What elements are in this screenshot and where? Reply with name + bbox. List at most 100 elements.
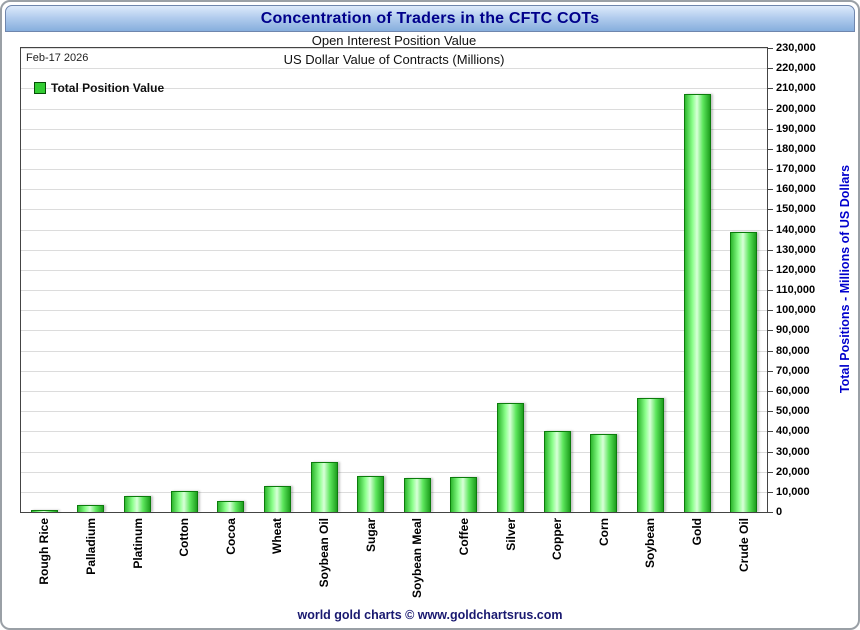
x-axis-label: Coffee: [456, 518, 471, 556]
plot-area: Feb-17 2026 US Dollar Value of Contracts…: [20, 47, 768, 513]
y-axis-tick: [768, 48, 773, 49]
gridline: [21, 169, 767, 170]
y-axis-label: 200,000: [776, 102, 816, 115]
y-axis-label: 190,000: [776, 122, 816, 135]
chart-titlebar: Concentration of Traders in the CFTC COT…: [5, 5, 855, 32]
gridline: [21, 391, 767, 392]
y-axis-tick: [768, 330, 773, 332]
bar: [217, 500, 245, 512]
y-axis-label: 60,000: [776, 385, 810, 397]
y-axis-tick: [768, 350, 773, 352]
legend-label: Total Position Value: [51, 81, 165, 95]
gridline: [21, 128, 767, 130]
gridline: [21, 88, 767, 90]
x-axis-label: Gold: [690, 518, 705, 546]
gridline: [21, 48, 767, 49]
gridline: [21, 108, 767, 110]
gridline: [21, 209, 767, 211]
x-axis-label: Corn: [596, 518, 611, 546]
bar: [124, 495, 152, 512]
y-axis-tick: [768, 229, 773, 231]
x-axis-label: Soybean Oil: [317, 518, 332, 588]
date-label: Feb-17 2026: [26, 52, 89, 64]
y-axis-tick: [768, 88, 773, 90]
gridline: [21, 411, 767, 413]
y-axis-tick: [768, 310, 773, 312]
gridline: [21, 148, 767, 150]
y-axis-tick: [768, 249, 773, 251]
y-axis-label: 230,000: [776, 42, 816, 54]
bar: [357, 475, 385, 512]
y-axis-label: 170,000: [776, 163, 816, 175]
gridline: [21, 330, 767, 332]
y-axis-tick: [768, 68, 773, 70]
legend-swatch-icon: [34, 82, 46, 94]
gridline: [21, 431, 767, 433]
x-axis-label: Palladium: [83, 518, 98, 575]
gridline: [21, 451, 767, 453]
y-axis-label: 180,000: [776, 142, 816, 155]
x-axis-label: Soybean Meal: [410, 518, 425, 599]
bar: [543, 431, 571, 512]
x-axis-label: Cotton: [177, 518, 192, 557]
gridline: [21, 491, 767, 493]
x-axis-label: Sugar: [363, 518, 378, 553]
y-axis-tick: [768, 108, 773, 110]
y-axis-label: 100,000: [776, 304, 816, 317]
y-axis-tick: [768, 451, 773, 453]
y-axis-label: 80,000: [776, 344, 810, 357]
bar: [170, 490, 198, 512]
y-axis-tick: [768, 269, 773, 271]
chart-subtitle: Open Interest Position Value: [311, 33, 477, 48]
gridline: [21, 370, 767, 372]
gridline: [21, 290, 767, 292]
plot-title: US Dollar Value of Contracts (Millions): [283, 52, 505, 67]
x-axis-label: Crude Oil: [736, 518, 751, 573]
y-axis-tick: [768, 290, 773, 292]
y-axis-label: 30,000: [776, 445, 810, 458]
y-axis-tick: [768, 189, 773, 191]
y-axis-label: 130,000: [776, 243, 816, 256]
gridline: [21, 189, 767, 191]
y-axis-tick: [768, 128, 773, 130]
bar: [310, 461, 338, 512]
y-axis-title: Total Positions - Millions of US Dollars: [838, 164, 852, 394]
bar: [636, 398, 664, 512]
gridline: [21, 249, 767, 251]
gridline: [21, 350, 767, 352]
y-axis-label: 110,000: [776, 284, 816, 297]
bar: [450, 476, 478, 512]
legend: Total Position Value: [34, 81, 164, 95]
y-axis-tick: [768, 148, 773, 150]
y-axis-label: 140,000: [776, 223, 816, 236]
y-axis-tick: [768, 169, 773, 170]
y-axis-label: 150,000: [776, 203, 816, 216]
y-axis-label: 220,000: [776, 62, 816, 75]
bar: [730, 231, 758, 512]
bar: [590, 434, 618, 512]
y-axis-label: 40,000: [776, 425, 810, 438]
y-axis-label: 210,000: [776, 82, 816, 95]
x-axis-label: Platinum: [130, 518, 145, 569]
y-axis-label: 70,000: [776, 364, 810, 377]
footer-text: world gold charts © www.goldchartsrus.co…: [297, 608, 563, 622]
bar: [497, 403, 525, 512]
y-axis-tick: [768, 471, 773, 473]
bar: [263, 485, 291, 512]
x-axis-label: Soybean: [643, 518, 658, 569]
x-axis-label: Copper: [550, 518, 565, 560]
x-axis-label: Cocoa: [223, 518, 238, 555]
y-axis-tick: [768, 391, 773, 392]
y-axis-label: 160,000: [776, 183, 816, 196]
page-title: Concentration of Traders in the CFTC COT…: [260, 9, 600, 27]
y-axis-tick: [768, 491, 773, 493]
y-axis-label: 0: [776, 506, 783, 518]
y-axis-label: 20,000: [776, 465, 810, 478]
y-axis-tick: [768, 209, 773, 211]
gridline: [21, 269, 767, 271]
gridline: [21, 471, 767, 473]
gridline: [21, 310, 767, 312]
y-axis-tick: [768, 370, 773, 372]
y-axis-label: 50,000: [776, 405, 810, 418]
